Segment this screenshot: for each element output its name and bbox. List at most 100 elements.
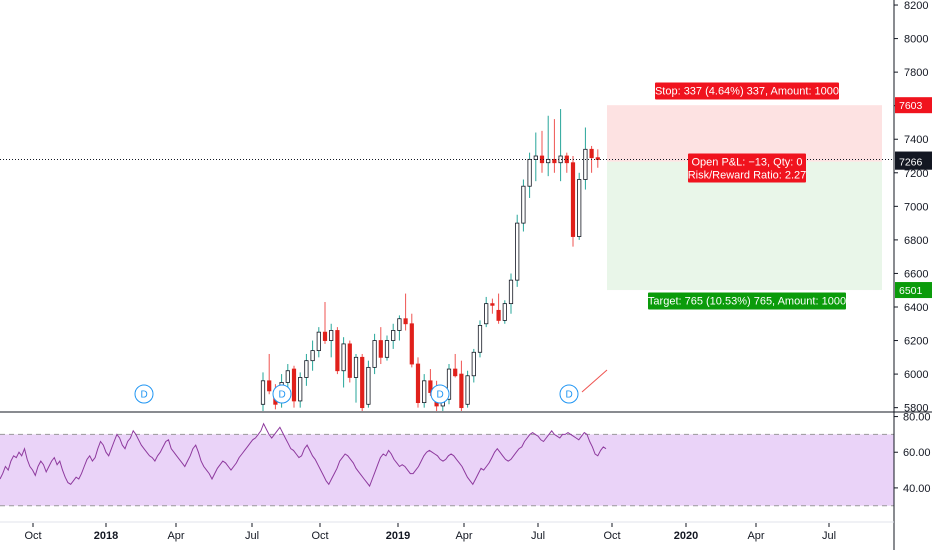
candle-body	[384, 340, 390, 358]
candle-body	[515, 222, 520, 281]
dividend-icon	[272, 384, 292, 404]
candle-body	[335, 330, 340, 372]
time-axis: Oct 2018 Apr Jul Oct 2019 Apr Jul Oct 2020 Apr Jul	[24, 523, 836, 542]
candle-body	[298, 377, 303, 402]
stop-box	[655, 82, 839, 100]
candle-body	[409, 323, 414, 365]
dividend-label: D	[279, 390, 286, 401]
candle-body	[453, 368, 458, 377]
price-tick-label: 8000	[904, 34, 928, 46]
price-tick-label: 6600	[904, 268, 928, 280]
candle-body	[477, 325, 483, 353]
candle-body	[446, 368, 452, 400]
time-tick-label: Oct	[24, 530, 41, 542]
price-tick-label: 6400	[904, 302, 928, 314]
dividend-icon	[134, 384, 154, 404]
candle-body	[291, 368, 297, 402]
rsi-band	[0, 434, 894, 506]
dividend-label: D	[141, 390, 148, 401]
target-box	[648, 292, 846, 310]
candle-body	[471, 351, 476, 377]
candle-body	[428, 380, 433, 393]
candle-body	[316, 331, 321, 352]
trend-line	[581, 369, 608, 393]
pnl-label: Open P&L: −13, Qty: 0	[692, 157, 803, 169]
rsi-tick-label: 60.00	[903, 447, 931, 459]
candle-body	[329, 330, 334, 341]
candle-body	[508, 279, 514, 305]
dividend-icon	[430, 384, 450, 404]
target-zone	[607, 161, 882, 291]
rsi-tick-label: 40.00	[903, 483, 931, 495]
target-price-tag-label: 6501	[899, 285, 923, 297]
candle-body	[459, 373, 464, 409]
dividend-label: D	[437, 390, 444, 401]
time-tick-label: Apr	[455, 530, 472, 542]
candle-body	[341, 343, 346, 372]
candle-body	[391, 330, 396, 341]
price-tick-label: 7000	[904, 201, 928, 213]
rsi-line	[0, 422, 607, 488]
price-tick-label: 6800	[904, 235, 928, 247]
candle-body	[422, 380, 427, 404]
candle-body	[415, 363, 421, 404]
time-tick-label: Apr	[747, 530, 764, 542]
stop-label: Stop: 337 (4.64%) 337, Amount: 1000	[655, 86, 839, 98]
candle-body	[496, 309, 501, 321]
time-tick-label: 2020	[674, 530, 698, 542]
time-tick-label: Oct	[311, 530, 328, 542]
target-price-tag	[895, 282, 932, 299]
pnl-label: Risk/Reward Ratio: 2.27	[688, 170, 807, 182]
candle-body	[465, 375, 470, 405]
price-tick-label: 8200	[904, 0, 928, 12]
candle-body	[260, 380, 266, 405]
price-tick-label: 7400	[904, 134, 928, 146]
time-tick-label: Apr	[167, 530, 184, 542]
candle-body	[353, 356, 359, 378]
candle-body	[484, 303, 489, 325]
candle-body	[322, 331, 328, 341]
candle-body	[372, 340, 377, 368]
price-tick-label: 6000	[904, 369, 928, 381]
target-label: Target: 765 (10.53%) 765, Amount: 1000	[648, 296, 846, 308]
price-tick-label: 5800	[904, 403, 928, 415]
candle-body	[502, 303, 507, 321]
stop-price-tag-label: 7603	[899, 100, 923, 112]
candle-body	[521, 185, 526, 224]
candle-body	[304, 360, 309, 378]
candle-body	[403, 318, 408, 325]
candle-body	[285, 370, 290, 383]
time-tick-label: Oct	[603, 530, 620, 542]
time-tick-label: 2018	[94, 530, 118, 542]
entry-price-tag	[895, 153, 932, 170]
candle-body	[397, 318, 402, 331]
candle-body	[546, 158, 551, 164]
candle-body	[552, 158, 557, 164]
candle-body	[583, 148, 588, 180]
candle-body	[490, 303, 495, 306]
stop-price-tag	[895, 97, 932, 114]
candle-body	[570, 162, 576, 237]
pnl-box	[688, 153, 806, 183]
dividend-icon	[559, 384, 579, 404]
stop-zone	[607, 105, 882, 162]
time-tick-label: Jul	[822, 530, 836, 542]
candle-body	[360, 356, 365, 409]
candle-body	[347, 343, 352, 378]
rsi-tick-label: 80.00	[903, 412, 931, 424]
entry-price-tag-label: 7266	[899, 157, 923, 169]
rsi-pane: 80.00 60.00 40.00	[0, 412, 931, 507]
price-tick-label: 7200	[904, 168, 928, 180]
candle-body	[267, 380, 272, 392]
time-tick-label: Jul	[531, 530, 545, 542]
dividend-label: D	[566, 390, 573, 401]
candle-body	[366, 366, 371, 405]
candle-body	[527, 158, 532, 187]
candle-body	[589, 148, 594, 159]
position-labels: Stop: 337 (4.64%) 337, Amount: 1000 Targe…	[648, 82, 932, 310]
candlestick-series	[260, 109, 600, 411]
price-tick-label: 7800	[904, 67, 928, 79]
candle-body	[564, 155, 569, 164]
